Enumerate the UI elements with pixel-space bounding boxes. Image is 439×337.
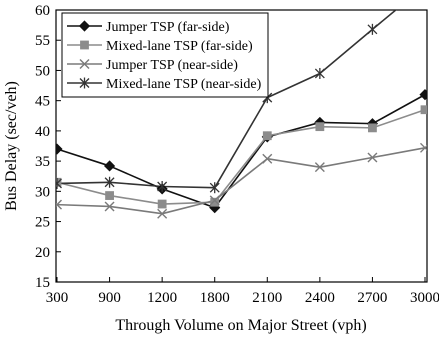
- y-tick-label: 20: [35, 245, 50, 261]
- data-point-series-4: [56, 177, 62, 189]
- x-tick-label: 1800: [200, 290, 230, 306]
- data-point-series-2: [420, 105, 427, 115]
- series-lines: [56, 10, 426, 215]
- y-tick-label: 15: [35, 275, 50, 291]
- x-tick-label: 2400: [305, 290, 335, 306]
- legend-label-1: Jumper TSP (far-side): [106, 20, 230, 35]
- data-point-series-3: [209, 195, 220, 206]
- legend-marker-4: [79, 77, 90, 89]
- data-point-series-1: [56, 143, 63, 155]
- data-point-series-3: [314, 162, 325, 173]
- data-point-series-3: [157, 208, 168, 219]
- data-point-series-4: [209, 182, 220, 194]
- legend-marker-3: [79, 59, 90, 69]
- data-point-series-4: [314, 67, 325, 79]
- x-tick-label: 2700: [357, 290, 387, 306]
- y-tick-label: 35: [35, 154, 50, 170]
- data-point-series-3: [56, 199, 62, 210]
- x-tick-label: 1200: [147, 290, 177, 306]
- y-axis-label: Bus Delay (sec/veh): [3, 81, 20, 211]
- legend: Jumper TSP (far-side) Mixed-lane TSP (far…: [61, 12, 269, 98]
- legend-marker-1: [78, 20, 91, 32]
- data-point-series-2: [105, 191, 114, 200]
- data-point-series-1: [419, 89, 427, 101]
- legend-label-4: Mixed-lane TSP (near-side): [106, 77, 262, 92]
- y-tick-label: 50: [35, 63, 50, 79]
- data-point-series-4: [157, 180, 168, 192]
- x-tick-label: 300: [46, 290, 69, 306]
- legend-marker-2: [80, 40, 89, 50]
- series-line-3: [56, 147, 426, 215]
- y-tick-label: 25: [35, 215, 50, 231]
- axes: 15 20 25 30 35 40 45 50 55 60 300 900 1200 1800 2100 24…: [35, 3, 439, 306]
- y-tick-label: 60: [35, 3, 50, 19]
- y-tick-label: 40: [35, 124, 50, 140]
- legend-label-2: Mixed-lane TSP (far-side): [106, 39, 253, 54]
- data-point-series-4: [104, 176, 115, 188]
- data-point-series-3: [420, 142, 427, 153]
- x-tick-label: 3000: [410, 290, 439, 306]
- x-tick-label: 2100: [252, 290, 282, 306]
- series-line-1: [56, 93, 426, 209]
- data-point-series-2: [315, 122, 325, 132]
- y-tick-label: 30: [35, 184, 50, 200]
- data-point-series-3: [367, 152, 378, 163]
- x-tick-label: 900: [98, 290, 121, 306]
- series-markers: [56, 23, 427, 219]
- data-point-series-3: [262, 153, 273, 164]
- x-axis-label: Through Volume on Major Street (vph): [115, 317, 366, 334]
- y-tick-label: 55: [35, 33, 50, 49]
- legend-label-3: Jumper TSP (near-side): [106, 58, 238, 73]
- y-tick-label: 45: [35, 94, 50, 110]
- data-point-series-2: [368, 123, 377, 133]
- series-line-4: [56, 10, 398, 189]
- data-point-series-4: [367, 23, 378, 35]
- series-line-2: [56, 108, 426, 205]
- data-point-series-1: [104, 160, 116, 172]
- data-point-series-3: [104, 201, 115, 212]
- data-point-series-2: [262, 131, 272, 141]
- data-point-series-2: [157, 199, 167, 209]
- data-point-series-2: [210, 197, 220, 207]
